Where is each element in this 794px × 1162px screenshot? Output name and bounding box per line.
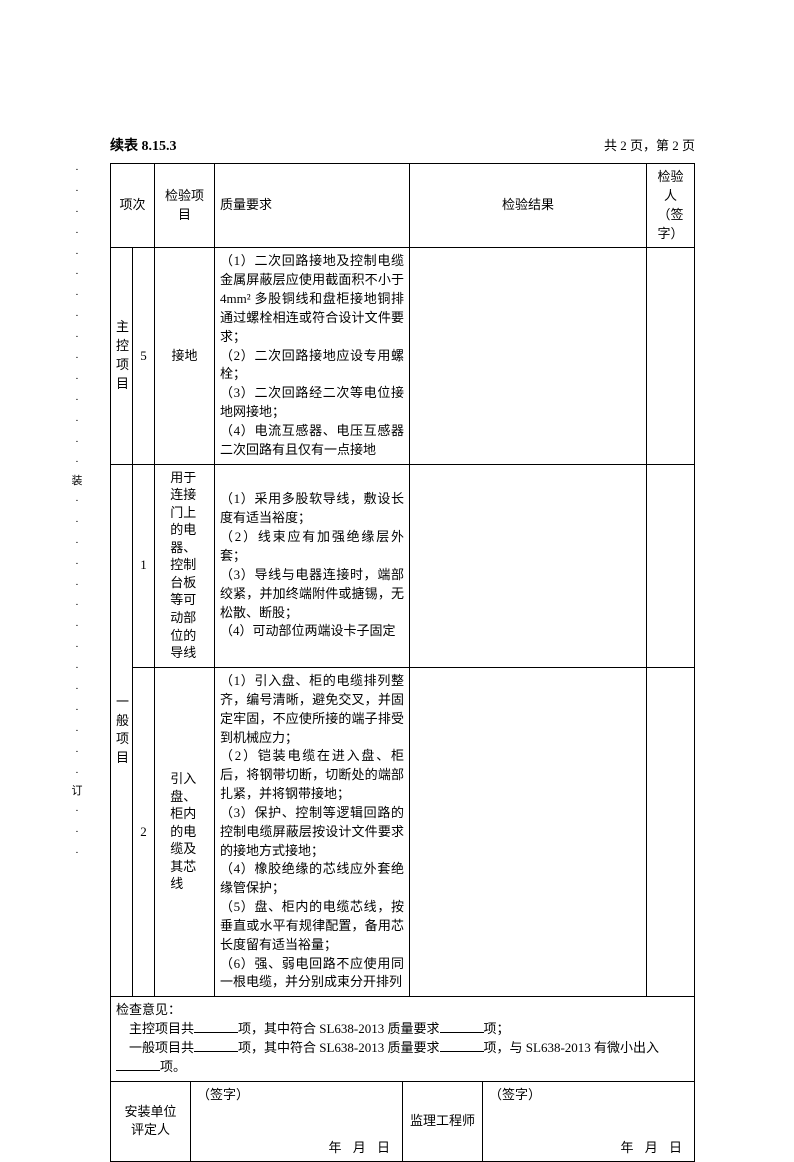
row-item: 接地 <box>155 248 215 464</box>
blank-field[interactable] <box>194 1021 238 1033</box>
page-counter: 共 2 页，第 2 页 <box>604 135 695 154</box>
col-header-item: 检验项目 <box>155 164 215 248</box>
row-num: 1 <box>133 464 155 667</box>
col-header-result: 检验结果 <box>410 164 647 248</box>
opinion-text: 项，其中符合 SL638-2013 质量要求 <box>238 1021 440 1036</box>
group-main-label: 主控项目 <box>116 318 129 393</box>
row-result <box>410 248 647 464</box>
opinion-text: 一般项目共 <box>129 1040 194 1055</box>
row-result <box>410 667 647 996</box>
date-field: 年 月 日 <box>328 1139 394 1157</box>
table-header-row: 项次 检验项目 质量要求 检验结果 检验人（签字） <box>111 164 695 248</box>
row-result <box>410 464 647 667</box>
inspection-table: 项次 检验项目 质量要求 检验结果 检验人（签字） 主控项目 5 接地 （1）二… <box>110 163 695 1082</box>
installer-role: 安装单位评定人 <box>111 1081 191 1161</box>
opinion-text: 项，其中符合 SL638-2013 质量要求 <box>238 1040 440 1055</box>
binding-gutter: ···· ···· ···· ··· 装 ···· ···· ···· ·· 订… <box>70 160 84 990</box>
col-header-signer: 检验人（签字） <box>647 164 695 248</box>
opinion-text: 项。 <box>160 1059 186 1074</box>
row-signer <box>647 248 695 464</box>
col-header-index: 项次 <box>111 164 155 248</box>
gutter-ding: 订 <box>70 783 84 801</box>
sign-label: （签字） <box>197 1086 249 1104</box>
blank-field[interactable] <box>440 1021 484 1033</box>
opinion-text: 项； <box>484 1021 510 1036</box>
blank-field[interactable] <box>194 1040 238 1052</box>
group-general-label: 一般项目 <box>116 693 129 768</box>
page-content: 续表 8.15.3 共 2 页，第 2 页 项次 检验项目 质量要求 检验结果 … <box>110 135 695 1162</box>
opinion-label: 检查意见： <box>116 1002 181 1017</box>
blank-field[interactable] <box>440 1040 484 1052</box>
blank-field[interactable] <box>116 1059 160 1071</box>
row-num: 2 <box>133 667 155 996</box>
sign-label: （签字） <box>489 1086 541 1104</box>
gutter-zhuang: 装 <box>70 473 84 491</box>
row-req: （1）二次回路接地及控制电缆金属屏蔽层应使用截面积不小于 4mm² 多股铜线和盘… <box>215 248 410 464</box>
row-signer <box>647 464 695 667</box>
row-item: 用于连接门上的电器、控制台板等可动部位的导线 <box>170 469 199 662</box>
table-title: 续表 8.15.3 <box>110 135 177 155</box>
col-header-req: 质量要求 <box>215 164 410 248</box>
table-row: 一般项目 1 用于连接门上的电器、控制台板等可动部位的导线 （1）采用多股软导线… <box>111 464 695 667</box>
signature-table: 安装单位评定人 （签字） 年 月 日 监理工程师 （签字） 年 月 日 <box>110 1081 695 1162</box>
table-row: 主控项目 5 接地 （1）二次回路接地及控制电缆金属屏蔽层应使用截面积不小于 4… <box>111 248 695 464</box>
table-row: 2 引入盘、柜内的电缆及其芯线 （1）引入盘、柜的电缆排列整齐，编号清晰，避免交… <box>111 667 695 996</box>
row-num: 5 <box>133 248 155 464</box>
row-item: 引入盘、柜内的电缆及其芯线 <box>170 770 199 893</box>
opinion-row: 检查意见： 主控项目共项，其中符合 SL638-2013 质量要求项； 一般项目… <box>111 997 695 1081</box>
opinion-text: 项，与 SL638-2013 有微小出入 <box>484 1040 660 1055</box>
opinion-text: 主控项目共 <box>129 1021 194 1036</box>
supervisor-role: 监理工程师 <box>403 1081 483 1161</box>
row-req: （1）引入盘、柜的电缆排列整齐，编号清晰，避免交叉，并固定牢固，不应使所接的端子… <box>215 667 410 996</box>
row-req: （1）采用多股软导线，敷设长度有适当裕度；（2）线束应有加强绝缘层外套；（3）导… <box>215 464 410 667</box>
row-signer <box>647 667 695 996</box>
date-field: 年 月 日 <box>620 1139 686 1157</box>
